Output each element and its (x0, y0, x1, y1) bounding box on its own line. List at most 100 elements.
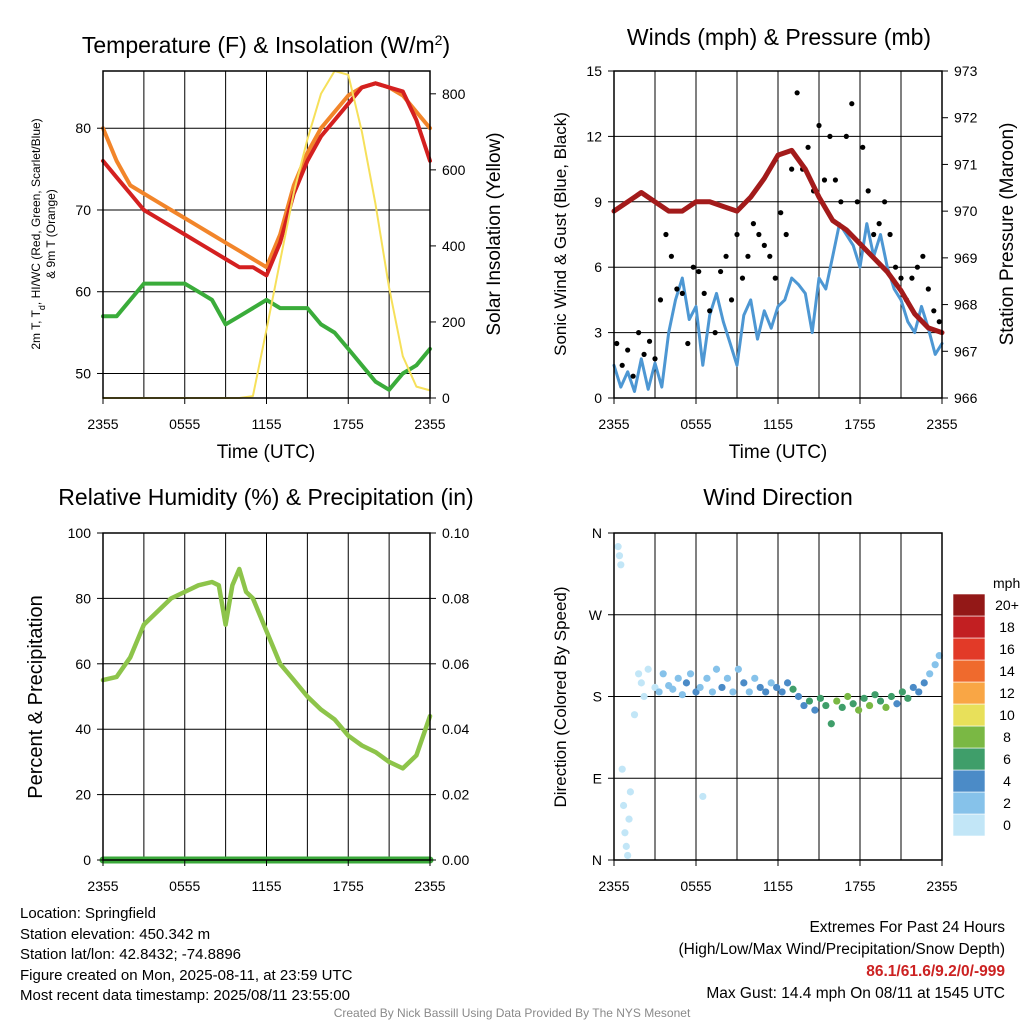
series-dewpoint (101, 281, 432, 392)
gust-point (630, 373, 636, 379)
y-tick-label: 40 (75, 721, 91, 737)
y-tick-label: 20 (75, 787, 91, 803)
temperature-title: Temperature (F) & Insolation (W/m2) (82, 32, 450, 58)
temperature-series (101, 70, 432, 399)
direction-point (805, 697, 814, 705)
gust-point (914, 264, 921, 270)
max-gust: Max Gust: 14.4 mph On 08/11 at 1545 UTC (706, 985, 1005, 1002)
direction-point (751, 674, 759, 682)
gust-point (849, 101, 855, 107)
gust-point (892, 264, 899, 270)
direction-point (630, 711, 639, 719)
gust-point (838, 199, 844, 205)
direction-point (931, 661, 939, 669)
gust-point (663, 231, 669, 238)
direction-point (800, 701, 808, 710)
x-tick-label: 2355 (598, 878, 629, 894)
gust-point (745, 253, 751, 259)
gust-point (657, 297, 664, 303)
y2-tick-label: 970 (954, 203, 978, 219)
gust-point (696, 268, 702, 275)
direction-point (844, 692, 852, 701)
wind-title: Winds (mph) & Pressure (mb) (627, 24, 931, 50)
direction-point (678, 691, 686, 699)
y-tick-label: 9 (594, 194, 602, 210)
extremes-box: Extremes For Past 24 Hours (High/Low/Max… (679, 917, 1006, 1005)
gust-point (636, 330, 642, 336)
y2-tick-label: 200 (442, 314, 466, 330)
gust-point (882, 199, 888, 205)
direction-point (745, 688, 753, 696)
direction-point (756, 683, 764, 692)
y-tick-label: 15 (586, 63, 602, 79)
y2-tick-label: 973 (954, 63, 978, 79)
gust-point (756, 231, 762, 238)
y2-tick-label: 966 (954, 390, 978, 406)
colorbar-swatch (952, 813, 986, 837)
gust-point (619, 362, 625, 368)
direction-point (767, 679, 775, 687)
direction-point (640, 692, 648, 701)
y-tick-label: 80 (75, 590, 91, 606)
direction-point (696, 683, 704, 692)
gust-point (690, 264, 696, 270)
y2-tick-label: 0.10 (442, 525, 469, 541)
y2-tick-label: 969 (954, 250, 978, 266)
colorbar-swatch (952, 681, 986, 705)
colorbar-swatch (952, 747, 986, 771)
gust-point (712, 330, 718, 336)
x-tick-label: 2355 (87, 416, 118, 432)
extremes-title: Extremes For Past 24 Hours (809, 919, 1005, 936)
gust-point (816, 122, 822, 129)
insolation-y2-label: Solar Insolation (Yellow) (484, 132, 505, 335)
x-tick-label: 1755 (844, 878, 875, 894)
y-tick-label: 80 (75, 120, 91, 136)
x-tick-label: 1155 (763, 416, 793, 432)
direction-point (783, 679, 792, 687)
direction-point (659, 670, 667, 678)
gust-point (701, 290, 707, 296)
direction-point (762, 688, 770, 696)
direction-point (871, 691, 879, 699)
colorbar-title: mph (993, 575, 1020, 591)
y2-tick-label: 968 (954, 297, 978, 313)
colorbar-label: 20+ (995, 597, 1019, 613)
direction-point (920, 679, 928, 687)
direction-point (682, 679, 691, 687)
wind-direction-grid (614, 533, 942, 860)
y-tick-label: 100 (68, 525, 92, 541)
x-tick-label: 0555 (680, 416, 711, 432)
humidity-x-ticks: 2355 0555 1155 1755 2355 (87, 860, 446, 894)
x-tick-label: 2355 (926, 416, 957, 432)
x-tick-label: 2355 (87, 878, 118, 894)
direction-point (686, 670, 695, 678)
station-latlon: Station lat/lon: 42.8432; -74.8896 (20, 946, 242, 963)
colorbar-label: 10 (999, 707, 1015, 723)
direction-point (712, 665, 721, 673)
station-info: Location: Springfield Station elevation:… (20, 904, 352, 1007)
gust-point (832, 177, 839, 183)
recent-timestamp: Most recent data timestamp: 2025/08/11 2… (20, 987, 350, 1004)
colorbar-swatch (952, 725, 986, 749)
humidity-panel: Relative Humidity (%) & Precipitation (i… (25, 484, 474, 894)
humidity-y-ticks: 0 20 40 60 80 100 (68, 525, 103, 868)
direction-point (827, 720, 835, 728)
pressure-y2-ticks: 966 967 968 969 970 971 972 973 (942, 63, 978, 406)
colorbar-swatch (952, 659, 986, 683)
wind-y-label: Sonic Wind & Gust (Blue, Black) (551, 112, 570, 356)
figure-created: Figure created on Mon, 2025-08-11, at 23… (20, 966, 353, 984)
direction-point (729, 688, 737, 696)
humidity-y-label: Percent & Precipitation (25, 595, 47, 798)
direction-point (699, 792, 707, 801)
gust-point (909, 275, 915, 281)
x-tick-label: 1155 (763, 878, 793, 894)
colorbar-swatch (952, 791, 986, 815)
direction-point (909, 683, 917, 692)
y2-tick-label: 0.08 (442, 590, 469, 606)
gust-point (783, 231, 789, 238)
direction-point (655, 688, 663, 696)
gust-point (789, 166, 795, 172)
gust-point (778, 210, 784, 216)
gust-point (794, 90, 800, 96)
